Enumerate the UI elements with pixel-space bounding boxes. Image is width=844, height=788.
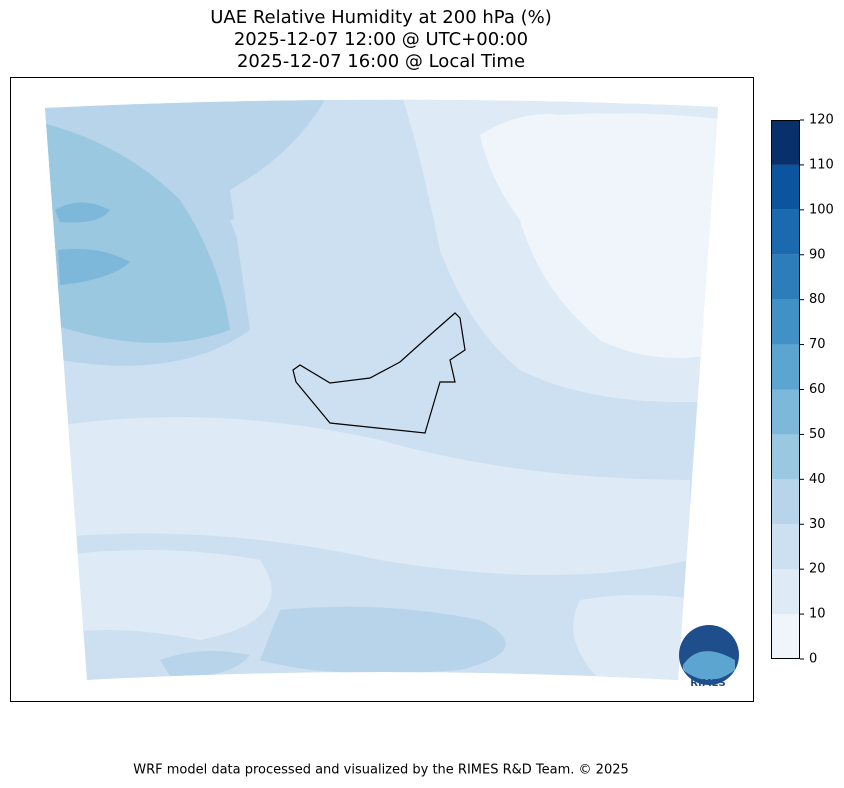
colorbar-tick-label: 110 bbox=[809, 157, 834, 172]
colorbar-segment bbox=[771, 524, 800, 570]
colorbar-segment bbox=[771, 389, 800, 435]
colorbar-segment bbox=[771, 479, 800, 525]
humidity-field bbox=[45, 99, 718, 680]
colorbar-segment bbox=[771, 209, 800, 255]
colorbar-frame bbox=[771, 120, 800, 659]
map: RIMES bbox=[10, 77, 754, 702]
colorbar-tick-label: 90 bbox=[809, 247, 826, 262]
colorbar-segment bbox=[771, 614, 800, 659]
colorbar-tick-label: 80 bbox=[809, 292, 826, 307]
colorbar-tick-label: 40 bbox=[809, 472, 826, 487]
colorbar-segment bbox=[771, 434, 800, 480]
colorbar-tick-label: 0 bbox=[809, 652, 817, 667]
title-line: 2025-12-07 16:00 @ Local Time bbox=[237, 51, 525, 72]
colorbar-segment bbox=[771, 254, 800, 300]
title-line: UAE Relative Humidity at 200 hPa (%) bbox=[210, 7, 551, 28]
colorbar-segment bbox=[771, 569, 800, 615]
colorbar-tick-label: 50 bbox=[809, 427, 826, 442]
colorbar-segment bbox=[771, 299, 800, 345]
colorbar-segment bbox=[771, 120, 800, 165]
uae-border bbox=[292, 312, 466, 434]
title-line: 2025-12-07 12:00 @ UTC+00:00 bbox=[234, 29, 528, 50]
footer: WRF model data processed and visualized … bbox=[133, 763, 629, 778]
colorbar-segment bbox=[771, 344, 800, 390]
map-frame bbox=[10, 77, 754, 702]
colorbar: 0 10 20 30 40 50 60 70 80 90 100 110 120 bbox=[771, 113, 834, 667]
colorbar-tick-label: 100 bbox=[809, 202, 834, 217]
colorbar-tick-label: 20 bbox=[809, 562, 826, 577]
colorbar-tick-label: 120 bbox=[809, 113, 834, 128]
colorbar-tick-label: 30 bbox=[809, 517, 826, 532]
colorbar-tick-label: 70 bbox=[809, 337, 826, 352]
logo-text: RIMES bbox=[690, 678, 725, 689]
colorbar-tick-label: 60 bbox=[809, 382, 826, 397]
logo: RIMES bbox=[679, 625, 739, 689]
colorbar-tick-label: 10 bbox=[809, 607, 826, 622]
colorbar-segment bbox=[771, 164, 800, 210]
